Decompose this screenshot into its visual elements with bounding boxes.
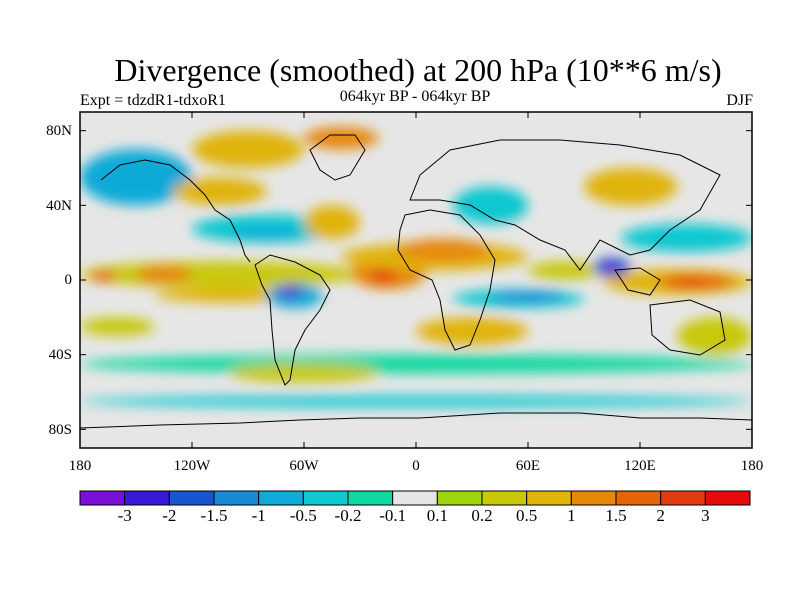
lat-label-0: 0 bbox=[64, 272, 73, 288]
colorbar-label: -0.1 bbox=[379, 506, 407, 525]
colorbar-label: 0.2 bbox=[471, 506, 493, 525]
field-patch bbox=[584, 168, 678, 206]
axis-ticks bbox=[79, 112, 753, 448]
field-patch bbox=[80, 354, 752, 374]
colorbar-label: -2 bbox=[162, 506, 177, 525]
colorbar-swatch bbox=[392, 490, 438, 506]
colorbar-label: -3 bbox=[117, 506, 132, 525]
colorbar-swatch bbox=[526, 490, 572, 506]
lon-label-180E: 180 bbox=[740, 458, 764, 474]
field-patch bbox=[281, 287, 297, 295]
colorbar-label: 1 bbox=[567, 506, 576, 525]
season-label: DJF bbox=[726, 92, 753, 109]
colorbar-swatch bbox=[436, 490, 483, 506]
lon-label-60E: 60E bbox=[515, 458, 541, 474]
lon-label-0: 0 bbox=[412, 458, 420, 474]
colorbar-swatch bbox=[213, 490, 260, 506]
field-patch bbox=[453, 186, 528, 224]
coastline-antarctica bbox=[80, 412, 752, 429]
field-patch bbox=[80, 149, 192, 206]
field-patch bbox=[154, 287, 304, 303]
colorbar-swatch bbox=[704, 490, 751, 506]
field-patch bbox=[397, 238, 491, 262]
colorbar-label: -0.5 bbox=[289, 506, 317, 525]
colorbar-swatch bbox=[258, 490, 304, 506]
field-patch bbox=[192, 130, 304, 168]
field-patch bbox=[668, 278, 706, 286]
lat-label-40S: 40S bbox=[48, 347, 72, 363]
experiment-label: Expt = tdzdR1-tdxoR1 bbox=[80, 92, 226, 109]
coastlines bbox=[80, 134, 752, 429]
lon-label-120E: 120E bbox=[624, 458, 656, 474]
coastline-greenland bbox=[309, 134, 366, 181]
coastline-north-america bbox=[100, 159, 251, 263]
colorbar-label: 3 bbox=[701, 506, 710, 525]
colorbar-swatch bbox=[481, 490, 528, 506]
lon-label-120W: 120W bbox=[173, 458, 211, 474]
colorbar-swatch bbox=[615, 490, 662, 506]
colorbar-label: 0.1 bbox=[426, 506, 448, 525]
colorbar-label: 0.5 bbox=[516, 506, 538, 525]
coastline-maritime-continent bbox=[614, 267, 661, 296]
field-patch bbox=[304, 205, 360, 239]
colorbar-label: 1.5 bbox=[605, 506, 627, 525]
field-patch bbox=[490, 291, 566, 303]
field-patch bbox=[229, 227, 304, 239]
coastline-south-america bbox=[254, 254, 331, 386]
colorbar-swatch bbox=[168, 490, 215, 506]
coastline-africa bbox=[397, 209, 496, 351]
field-patch bbox=[89, 270, 118, 282]
lon-label-180W: 180 bbox=[68, 458, 92, 474]
lat-label-80S: 80S bbox=[48, 422, 72, 438]
field-patch bbox=[229, 364, 379, 383]
coastline-eurasia bbox=[409, 139, 721, 271]
field-patch bbox=[304, 126, 379, 150]
colorbar-swatch bbox=[124, 490, 170, 506]
colorbar-swatch bbox=[302, 490, 349, 506]
colorbar-swatch bbox=[79, 490, 126, 506]
colorbar-label: 2 bbox=[656, 506, 665, 525]
field-patch bbox=[621, 224, 752, 252]
field-patch bbox=[677, 317, 752, 355]
field-patch bbox=[80, 395, 752, 407]
field-patch bbox=[80, 317, 155, 336]
colorbar-label: -0.2 bbox=[334, 506, 362, 525]
lon-label-60W: 60W bbox=[289, 458, 319, 474]
period-label: 064kyr BP - 064kyr BP bbox=[339, 88, 491, 105]
colorbar-swatch bbox=[570, 490, 617, 506]
field-patch bbox=[602, 263, 618, 271]
colorbar bbox=[79, 490, 751, 506]
map-title: Divergence (smoothed) at 200 hPa (10**6 … bbox=[114, 52, 722, 88]
colorbar-label: -1.5 bbox=[200, 506, 228, 525]
field-patch bbox=[136, 265, 192, 284]
colorbar-label: -1 bbox=[251, 506, 266, 525]
field-patch bbox=[369, 268, 398, 282]
lat-label-80N: 80N bbox=[46, 123, 72, 139]
colorbar-swatch bbox=[347, 490, 394, 506]
field-patch bbox=[528, 261, 603, 280]
colorbar-swatch bbox=[660, 490, 706, 506]
field-patch bbox=[173, 177, 267, 206]
lat-label-40N: 40N bbox=[46, 198, 72, 214]
coastline-australia bbox=[649, 299, 726, 356]
